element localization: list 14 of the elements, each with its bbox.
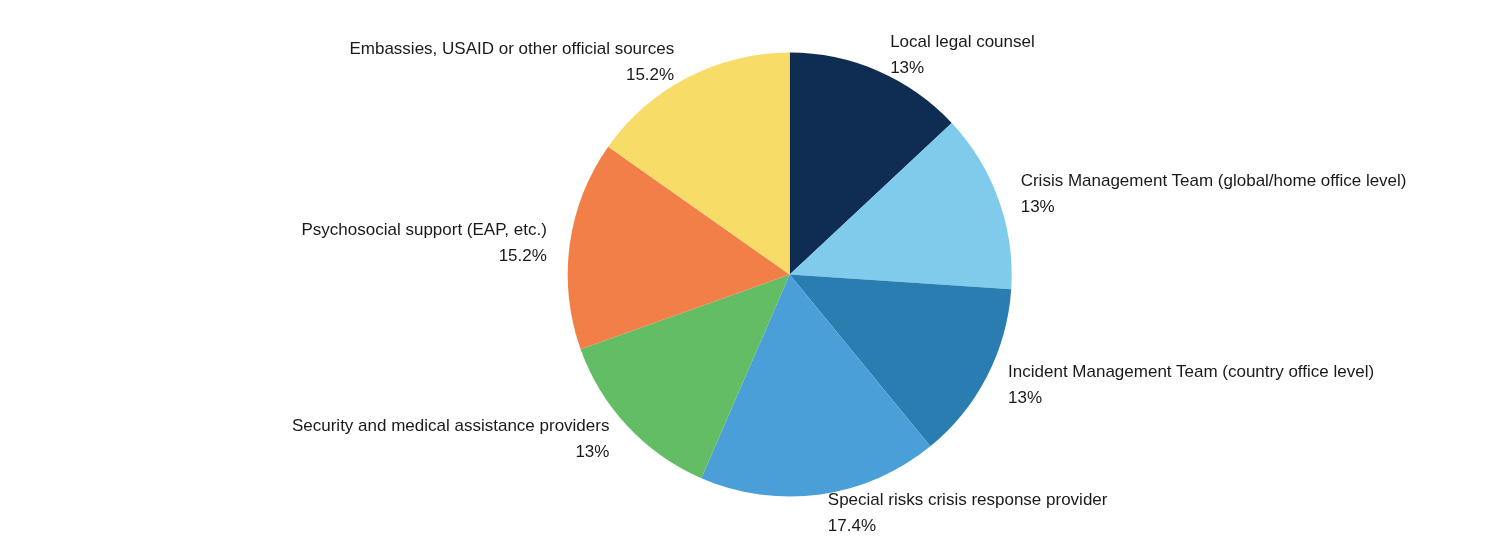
slice-label: Crisis Management Team (global/home office level) xyxy=(1020,171,1407,191)
slice-label: Embassies, USAID or other official sources xyxy=(349,39,675,59)
data-label: 13% xyxy=(575,442,610,462)
data-label: 13% xyxy=(1020,197,1055,217)
data-label: 13% xyxy=(1008,387,1043,407)
data-label: 15.2% xyxy=(498,245,547,265)
slice-label: Incident Management Team (country office level) xyxy=(1008,361,1375,381)
data-label: 15.2% xyxy=(625,65,675,85)
slice-label: Security and medical assistance providers xyxy=(291,416,610,436)
slice-label: Local legal counsel xyxy=(890,31,1035,51)
slice-label: Special risks crisis response provider xyxy=(827,489,1108,509)
data-label: 13% xyxy=(890,57,925,77)
slice-label: Psychosocial support (EAP, etc.) xyxy=(301,219,547,239)
data-label: 17.4% xyxy=(827,515,877,535)
